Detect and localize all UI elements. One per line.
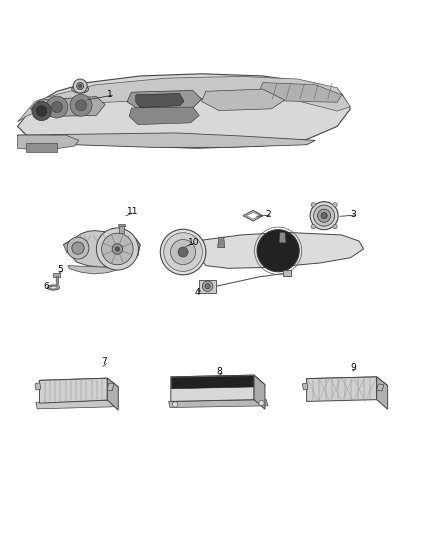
- Polygon shape: [39, 378, 118, 390]
- Polygon shape: [258, 83, 342, 102]
- Polygon shape: [123, 239, 140, 260]
- Ellipse shape: [50, 286, 57, 289]
- Circle shape: [257, 230, 299, 272]
- Polygon shape: [169, 400, 268, 408]
- Polygon shape: [302, 383, 308, 390]
- Polygon shape: [18, 76, 350, 122]
- Circle shape: [76, 100, 86, 111]
- Polygon shape: [18, 133, 315, 147]
- Circle shape: [311, 203, 315, 207]
- Polygon shape: [136, 93, 184, 108]
- Circle shape: [112, 244, 123, 254]
- Circle shape: [70, 94, 92, 116]
- Polygon shape: [68, 264, 118, 274]
- Polygon shape: [64, 238, 79, 254]
- Circle shape: [77, 83, 84, 90]
- Circle shape: [73, 79, 87, 93]
- Polygon shape: [197, 232, 364, 268]
- Circle shape: [259, 400, 264, 406]
- Polygon shape: [36, 400, 118, 409]
- Circle shape: [67, 237, 89, 259]
- Circle shape: [115, 247, 120, 251]
- Circle shape: [160, 229, 206, 275]
- Circle shape: [102, 233, 133, 265]
- Bar: [118, 223, 125, 226]
- Polygon shape: [26, 143, 57, 152]
- Circle shape: [178, 247, 188, 257]
- Circle shape: [333, 224, 337, 229]
- Text: 3: 3: [350, 211, 356, 219]
- Circle shape: [333, 203, 337, 207]
- Text: 10: 10: [188, 238, 200, 247]
- Circle shape: [32, 101, 51, 120]
- Polygon shape: [129, 107, 199, 125]
- Polygon shape: [377, 377, 388, 409]
- Circle shape: [96, 228, 138, 270]
- Text: 8: 8: [217, 367, 223, 376]
- Bar: [283, 270, 291, 276]
- Polygon shape: [279, 232, 286, 243]
- Polygon shape: [307, 377, 377, 401]
- Circle shape: [52, 102, 63, 112]
- Polygon shape: [35, 383, 41, 390]
- Circle shape: [173, 402, 178, 407]
- Circle shape: [164, 233, 202, 271]
- Ellipse shape: [47, 285, 60, 290]
- Circle shape: [170, 239, 196, 264]
- Circle shape: [205, 284, 210, 289]
- Polygon shape: [218, 237, 225, 248]
- Polygon shape: [171, 375, 254, 401]
- Circle shape: [314, 205, 335, 226]
- Text: 1: 1: [107, 90, 113, 99]
- Bar: [199, 280, 216, 293]
- Bar: [56, 276, 58, 284]
- Polygon shape: [107, 383, 114, 391]
- Polygon shape: [246, 212, 260, 219]
- Polygon shape: [243, 211, 263, 221]
- Circle shape: [46, 96, 68, 118]
- Text: 9: 9: [350, 363, 356, 372]
- Ellipse shape: [72, 85, 88, 93]
- Circle shape: [310, 201, 338, 230]
- Bar: [53, 273, 60, 277]
- Circle shape: [72, 242, 84, 254]
- Polygon shape: [64, 231, 140, 268]
- Polygon shape: [172, 376, 253, 389]
- Circle shape: [321, 213, 327, 219]
- Circle shape: [202, 281, 213, 292]
- Circle shape: [36, 106, 47, 116]
- Polygon shape: [201, 89, 285, 110]
- Circle shape: [79, 85, 81, 87]
- Text: 7: 7: [101, 358, 106, 367]
- Text: 11: 11: [127, 207, 138, 216]
- Polygon shape: [171, 375, 265, 386]
- Bar: [119, 225, 124, 233]
- Polygon shape: [127, 91, 201, 110]
- Polygon shape: [18, 74, 350, 148]
- Text: 4: 4: [195, 288, 201, 297]
- Circle shape: [318, 209, 331, 222]
- Polygon shape: [107, 378, 118, 410]
- Polygon shape: [39, 378, 107, 403]
- Polygon shape: [18, 135, 79, 150]
- Circle shape: [311, 224, 315, 229]
- Polygon shape: [377, 384, 384, 391]
- Polygon shape: [307, 377, 388, 388]
- Text: 5: 5: [57, 265, 63, 274]
- Polygon shape: [31, 96, 105, 117]
- Text: 6: 6: [44, 282, 49, 290]
- Polygon shape: [254, 375, 265, 409]
- Text: 2: 2: [265, 211, 271, 219]
